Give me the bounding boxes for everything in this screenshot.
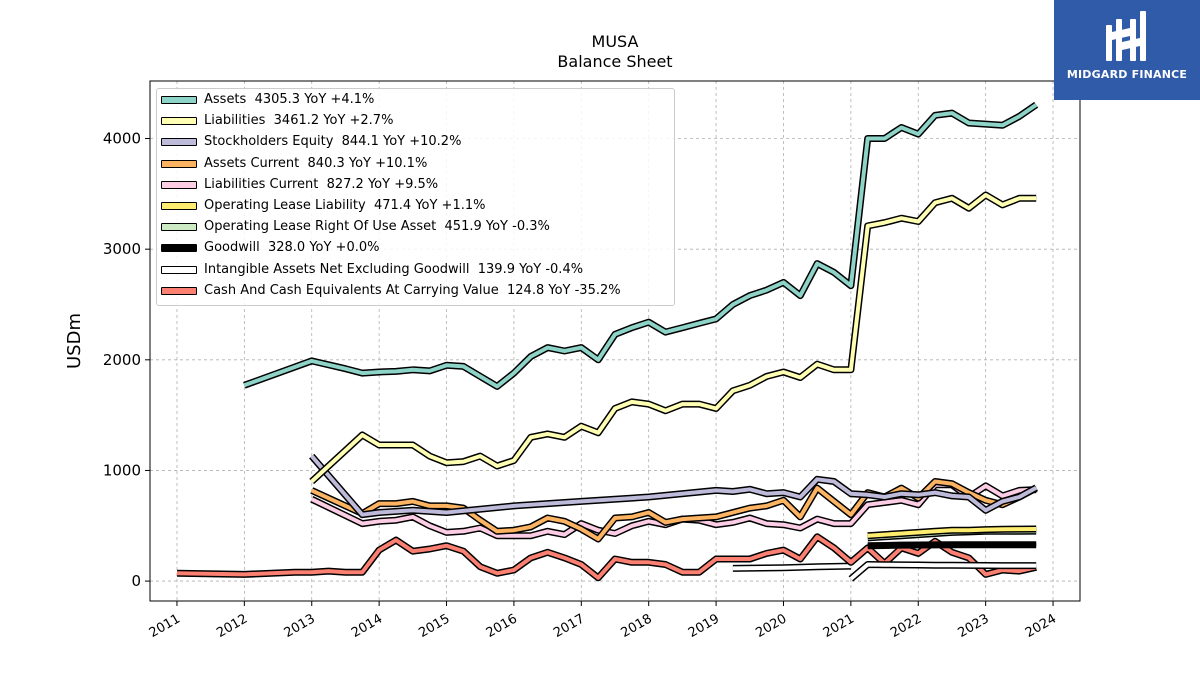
x-tick-label: 2019 [686,611,722,641]
legend-label: Assets Current 840.3 YoY +10.1% [204,155,428,171]
x-tick-label: 2022 [888,611,924,641]
series-stockholders-equity-line [309,453,1038,519]
legend-label: Operating Lease Liability 471.4 YoY +1.1… [204,198,486,213]
logo-mark-icon [1106,11,1146,61]
y-axis-label: USDm [64,313,85,369]
brand-logo: MIDGARD FINANCE [1054,0,1200,100]
x-tick-label: 2013 [282,611,318,641]
series-intangible-assets-net-excluding-goodwill-earlier-stroke [732,564,851,571]
series-group [176,101,1039,582]
legend-swatch [161,117,197,126]
legend-swatch [161,244,197,253]
legend-swatch [161,159,197,168]
x-tick-label: 2012 [214,611,250,641]
x-tick-label: 2021 [821,611,857,641]
legend-swatch [161,223,197,232]
legend-swatch [161,265,197,274]
y-tick-label: 3000 [103,240,141,258]
legend-label: Liabilities 3461.2 YoY +2.7% [204,113,394,129]
x-tick-label: 2023 [955,611,991,641]
x-tick-label: 2016 [484,611,520,641]
series-intangible-assets-net-excluding-goodwill-line [848,561,1037,582]
series-intangible-assets-net-excluding-goodwill-earlier-line [732,562,851,572]
legend-item: Intangible Assets Net Excluding Goodwill… [157,261,674,281]
y-tick-label: 4000 [103,130,141,148]
plot-frame [149,80,1081,602]
legend-label: Liabilities Current 827.2 YoY +9.5% [204,176,439,192]
series-liabilities-line [309,191,1037,485]
chart-title: MUSA [591,32,639,51]
legend-swatch [161,202,197,210]
chart-subtitle: Balance Sheet [557,52,673,71]
legend-item: Assets 4305.3 YoY +4.1% [157,91,674,111]
x-tick-label: 2017 [551,611,587,641]
legend-swatch [161,138,197,147]
legend-item: Liabilities Current 827.2 YoY +9.5% [157,176,674,196]
legend-label: Cash And Cash Equivalents At Carrying Va… [204,282,621,298]
x-tick-label: 2014 [349,611,385,641]
legend-item: Stockholders Equity 844.1 YoY +10.2% [157,133,674,153]
y-tick-label: 2000 [103,351,141,369]
legend-label: Goodwill 328.0 YoY +0.0% [204,240,380,256]
series-cash-and-cash-equivalents-at-carrying-value-stroke [176,534,1037,580]
legend-label: Intangible Assets Net Excluding Goodwill… [204,261,584,277]
series-goodwill-line [867,541,1037,550]
legend-label: Assets 4305.3 YoY +4.1% [204,92,375,107]
y-tick-label: 1000 [103,461,141,479]
legend-swatch [161,286,197,295]
legend-label: Operating Lease Right Of Use Asset 451.9… [204,219,550,235]
series-assets-line [243,101,1039,390]
series-cash-and-cash-equivalents-at-carrying-value-line [176,533,1037,582]
legend-item: Assets Current 840.3 YoY +10.1% [157,155,674,175]
legend-item: Cash And Cash Equivalents At Carrying Va… [157,282,674,302]
series-assets-stroke [243,103,1038,389]
legend-item: Operating Lease Right Of Use Asset 451.9… [157,218,674,238]
x-tick-label: 2020 [753,611,789,641]
series-intangible-assets-net-excluding-goodwill-stroke [849,562,1037,581]
x-tick-label: 2018 [619,611,655,641]
series-liabilities-stroke [310,193,1037,483]
series-stockholders-equity-stroke [310,454,1038,517]
x-tick-label: 2011 [147,611,183,641]
legend-label: Stockholders Equity 844.1 YoY +10.2% [204,134,462,150]
x-tick-label: 2024 [1023,611,1059,641]
legend-swatch [161,96,197,104]
legend-item: Liabilities 3461.2 YoY +2.7% [157,112,674,132]
legend-item: Goodwill 328.0 YoY +0.0% [157,239,674,259]
logo-text: MIDGARD FINANCE [1066,68,1188,81]
series-goodwill-stroke [867,542,1037,548]
x-tick-label: 2015 [416,611,452,641]
legend-swatch [161,180,197,189]
legend-item: Operating Lease Liability 471.4 YoY +1.1… [157,197,674,217]
series-operating-lease-liability-line [867,525,1037,540]
legend: Assets 4305.3 YoY +4.1% Liabilities 3461.… [156,88,675,306]
series-operating-lease-liability-stroke [867,527,1037,538]
y-tick-label: 0 [131,572,141,590]
